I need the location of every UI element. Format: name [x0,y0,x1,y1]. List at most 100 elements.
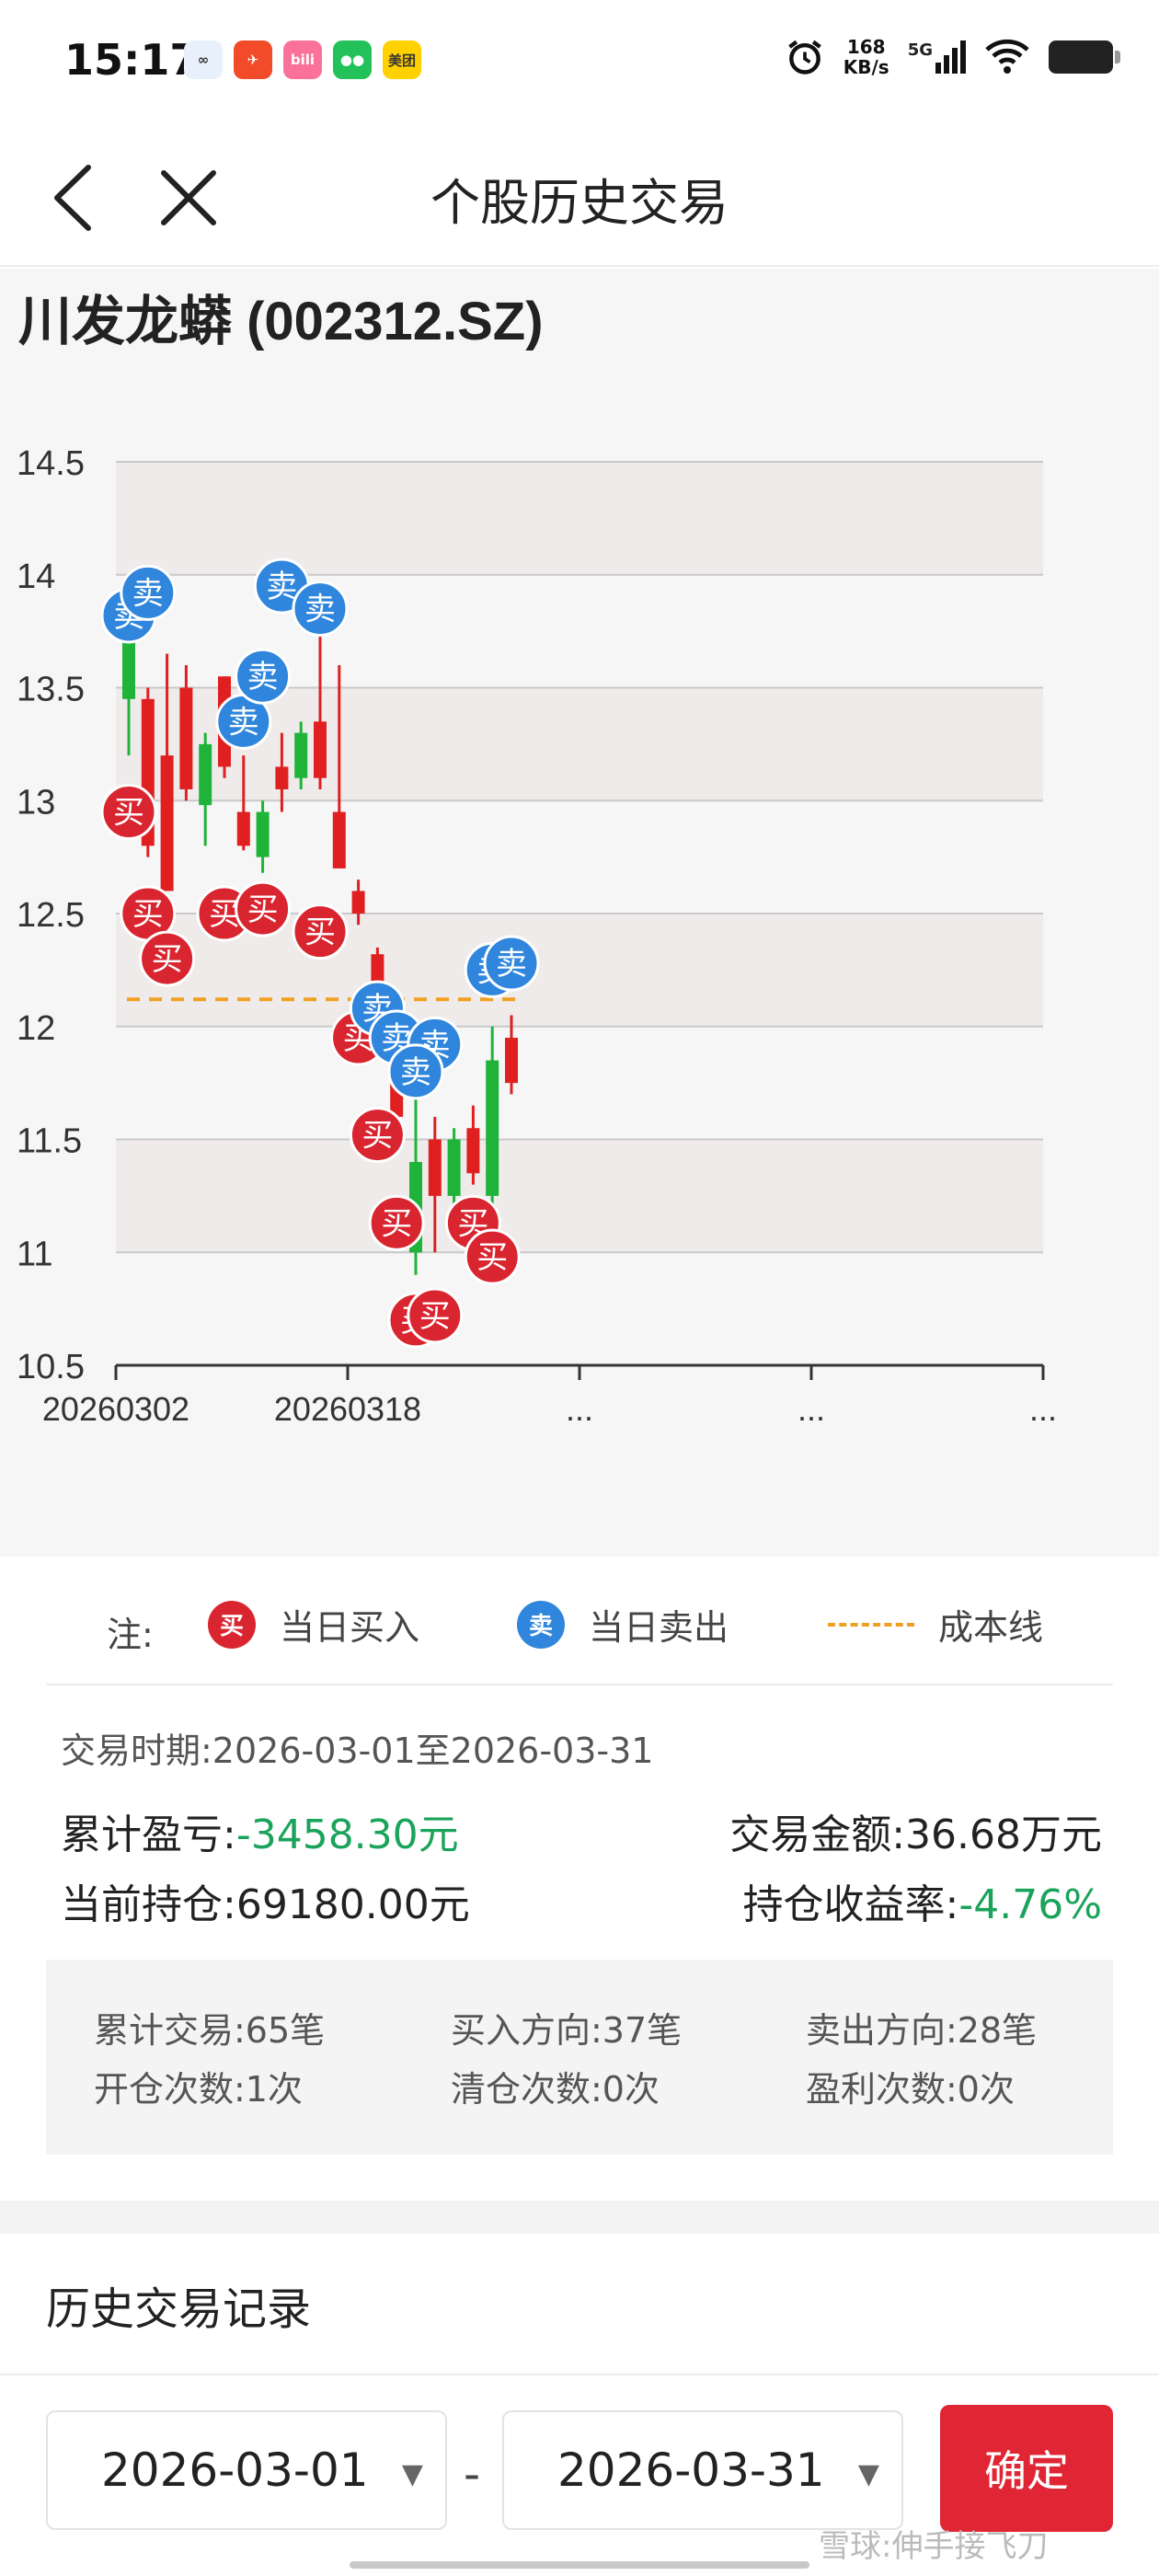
legend-cost-label: 成本线 [938,1607,1044,1648]
notification-icons: ∞ ✈ bili ●● 美团 [184,40,421,79]
pnl-row: 累计盈亏:-3458.30元 [61,1801,459,1860]
bilibili-app-icon: bili [283,40,322,79]
flash-app-icon: ✈ [234,40,272,79]
amount-value: 36.68万元 [905,1811,1102,1858]
buy-marker: 买 [464,1228,521,1285]
status-bar: 15:17 ∞ ✈ bili ●● 美团 168 KB/s 5G [0,0,1159,129]
dropdown-arrow-icon: ▼ [857,2458,879,2490]
amount-row: 交易金额:36.68万元 [729,1801,1102,1860]
y-tick-label: 12 [17,1009,55,1048]
chart-band [116,1139,1043,1253]
marker-label: 买 [361,1118,393,1155]
marker-label: 卖 [400,1054,431,1091]
marker-label: 买 [209,896,240,933]
close-icon[interactable] [147,156,230,239]
marker-circle [120,564,177,621]
buy-marker: 买 [100,784,157,841]
x-tick-label: 20260302 [42,1390,189,1428]
legend-sell-label: 当日卖出 [589,1607,729,1648]
confirm-button[interactable]: 确定 [940,2405,1113,2532]
marker-label: 卖 [496,946,527,983]
return-value: -4.76% [958,1881,1102,1928]
candle-body [447,1139,461,1196]
stock-title: 川发龙蟒 (002312.SZ) [18,292,544,351]
marker-circle [292,903,349,960]
chart-band [116,687,1043,801]
y-tick-label: 12.5 [17,896,85,935]
watermark: 雪球:伸手接飞刀 [819,2528,1049,2565]
y-tick-label: 13 [17,783,55,822]
marker-label: 买 [381,1205,412,1242]
start-date-value: 2026-03-01 [101,2444,369,2497]
sell-marker: 卖 [387,1043,444,1100]
signal-icon: 5G [908,40,966,74]
marker-circle [368,1194,425,1251]
candle-body [428,1139,442,1196]
y-tick-label: 13.5 [17,671,85,709]
marker-label: 卖 [266,569,297,605]
y-tick-label: 11 [17,1235,52,1273]
marker-label: 买 [476,1239,508,1276]
legend-buy-label: 当日买入 [280,1607,420,1648]
divider [0,2374,1159,2375]
end-date-value: 2026-03-31 [557,2444,825,2497]
candle-body [236,811,250,846]
candle-body [486,1060,499,1196]
back-icon[interactable] [37,156,120,239]
stat-open-count: 开仓次数:1次 [94,2069,303,2110]
home-indicator[interactable] [350,2561,809,2569]
candle-body [466,1128,480,1174]
buy-marker: 买 [368,1194,425,1251]
network-type: 5G [907,40,933,60]
kline-chart[interactable]: 14.5 14 13.5 13 12.5 12 11.5 11 10.5 20260302 2026… [0,269,1159,1557]
nav-bar: 个股历史交易 [0,129,1159,267]
marker-label: 买 [132,896,164,933]
chart-legend: 注: 买 当日买入 卖 当日卖出 成本线 [0,1564,1159,1684]
chart-band [116,1026,1043,1140]
trade-period: 交易时期:2026-03-01至2026-03-31 [61,1731,654,1771]
marker-label: 卖 [228,704,259,741]
net-speed-unit: KB/s [843,56,889,78]
marker-circle [407,1287,464,1344]
history-title: 历史交易记录 [46,2283,312,2335]
start-date-select[interactable]: 2026-03-01 ▼ [46,2410,447,2530]
marker-label: 卖 [247,659,279,696]
alarm-icon [787,40,821,75]
candle-body [332,811,346,868]
legend-buy: 买 当日买入 [208,1599,419,1650]
sell-marker: 卖 [215,693,272,750]
clock: 15:17 [64,35,200,85]
net-speed: 168 KB/s [843,37,889,77]
buy-marker: 买 [139,930,196,987]
marker-circle [292,581,349,638]
marker-label: 卖 [304,592,336,628]
buy-badge-icon: 买 [208,1600,256,1649]
y-tick-label: 14.5 [17,444,85,483]
marker-circle [235,648,292,705]
stat-sell-direction: 卖出方向:28笔 [806,2010,1038,2051]
wifi-icon [985,39,1029,74]
end-date-select[interactable]: 2026-03-31 ▼ [502,2410,903,2530]
dropdown-arrow-icon: ▼ [401,2458,423,2490]
candle-body [371,954,384,986]
chart-band [116,1252,1043,1365]
candle-body [351,891,365,914]
meituan-app-icon: 美团 [383,40,421,79]
stat-buy-direction: 买入方向:37笔 [451,2010,683,2051]
candle-body [179,687,193,789]
return-label: 持仓收益率: [742,1881,959,1928]
messenger-app-icon: ∞ [184,40,223,79]
page-title: 个股历史交易 [430,174,729,232]
candle-body [505,1038,518,1084]
buy-marker: 买 [407,1287,464,1344]
buy-marker: 买 [349,1107,406,1164]
y-tick-label: 10.5 [17,1348,85,1386]
candle-body [314,721,327,778]
candle-body [160,755,174,891]
chart-panel: 14.5 14 13.5 13 12.5 12 11.5 11 10.5 20260302 2026… [0,269,1159,1557]
marker-label: 买 [247,891,279,928]
x-tick-label: ... [798,1390,825,1428]
sell-marker: 卖 [120,564,177,621]
stat-total-trades: 累计交易:65笔 [94,2010,326,2051]
buy-marker: 买 [235,880,292,937]
